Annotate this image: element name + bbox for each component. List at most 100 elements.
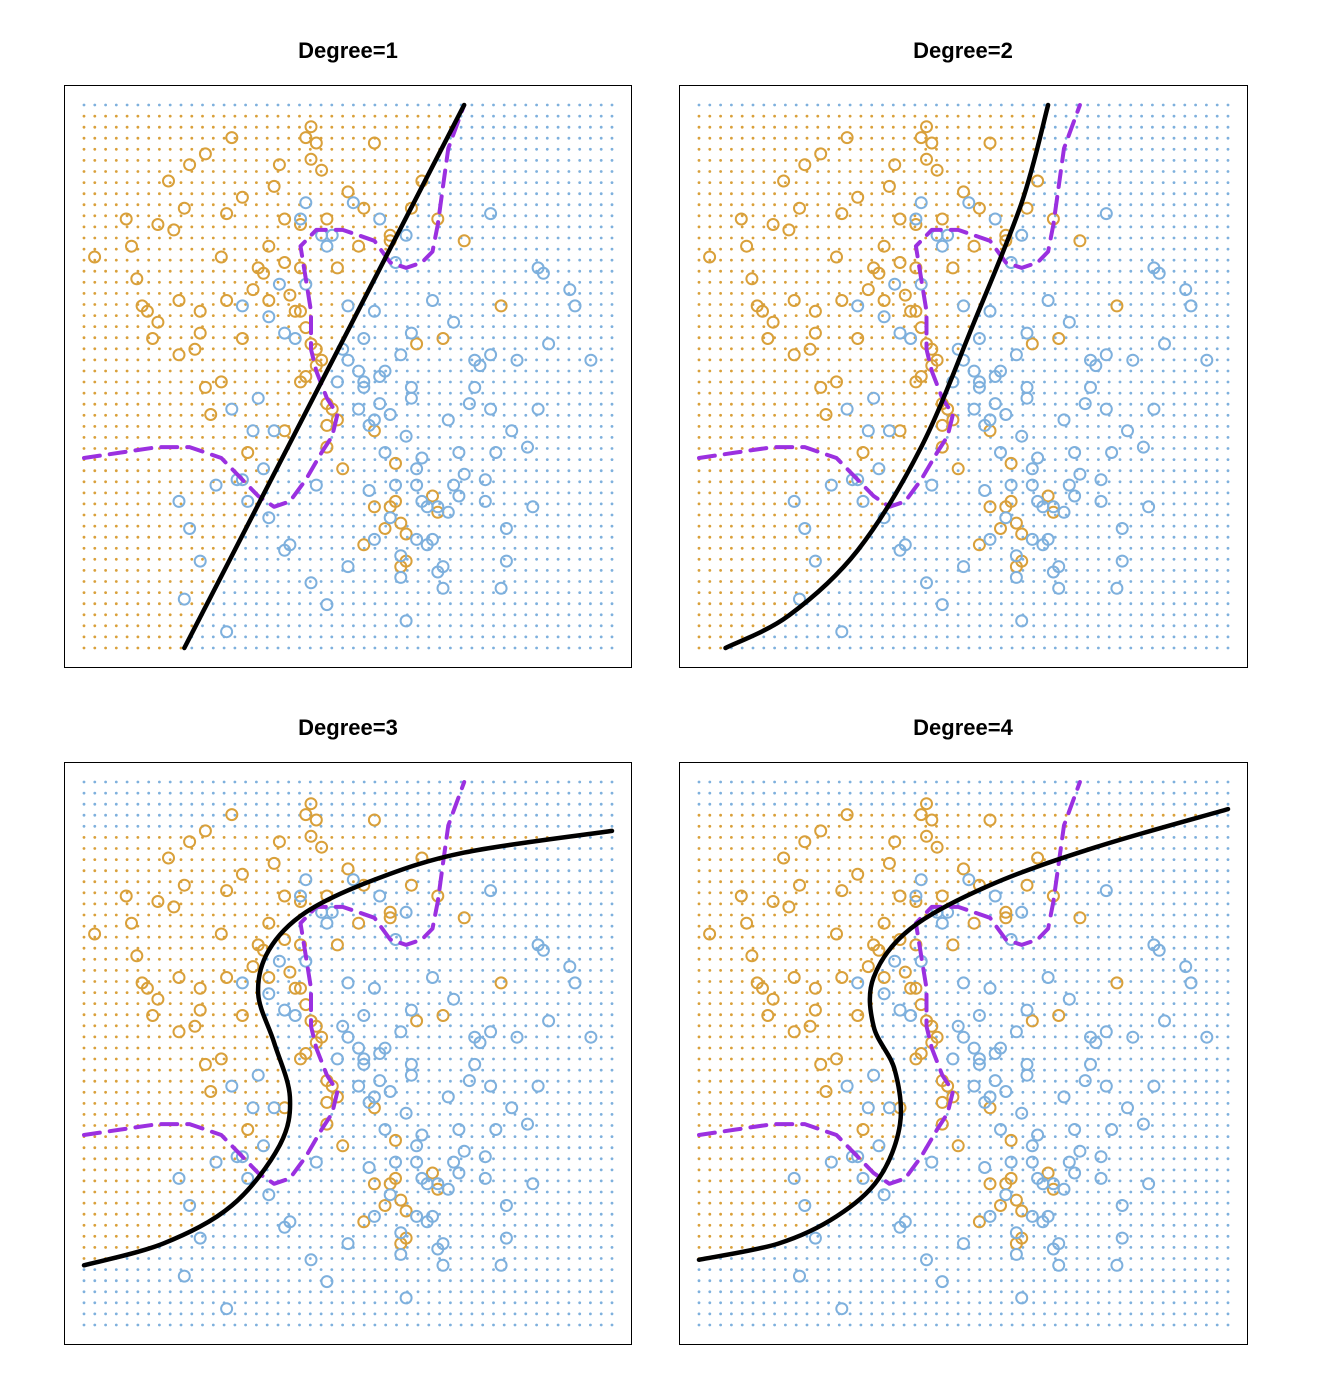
grid-dot [999,125,1003,129]
grid-dot [1151,303,1154,306]
grid-dot [1161,369,1165,373]
grid-dot [816,613,820,617]
grid-dot [1064,214,1068,218]
grid-dot [870,236,874,240]
grid-dot [740,425,744,428]
grid-dot [201,247,204,251]
grid-dot [362,159,366,162]
grid-dot [902,170,906,173]
grid-dot [567,513,571,517]
grid-dot [168,347,172,351]
grid-dot [578,458,582,461]
grid-dot [384,103,388,107]
grid-dot [773,159,776,162]
grid-dot [276,125,280,129]
grid-dot [201,502,204,506]
grid-dot [751,458,755,461]
grid-dot [438,258,441,262]
grid-dot [373,646,377,650]
grid-dot [136,347,140,351]
grid-dot [211,147,215,151]
grid-dot [438,303,441,306]
grid-dot [545,325,549,328]
grid-dot [773,280,776,284]
grid-dot [179,369,183,373]
grid-dot [481,524,485,528]
grid-dot [1075,380,1079,384]
grid-dot [395,136,398,140]
grid-dot [1172,103,1176,107]
grid-dot [319,181,323,184]
grid-dot [740,447,744,450]
grid-dot [535,280,538,284]
grid-dot [147,469,151,473]
grid-dot [1107,192,1111,196]
grid-dot [913,447,917,450]
grid-dot [147,569,151,572]
blue-point [441,413,455,427]
grid-dot [935,336,938,340]
grid-dot [708,236,712,240]
grid-dot [719,546,722,550]
grid-dot [179,402,183,406]
grid-dot [449,402,452,406]
grid-dot [524,557,528,561]
grid-dot [125,181,129,184]
grid-dot [784,413,787,417]
grid-dot [1075,580,1079,583]
grid-dot [935,569,938,572]
grid-dot [599,524,603,528]
grid-dot [93,480,97,484]
grid-dot [556,192,560,196]
grid-dot [535,314,538,317]
grid-dot [762,358,766,362]
grid-dot [827,646,830,650]
grid-dot [740,292,744,295]
grid-dot [244,369,248,373]
grid-dot [1064,247,1068,251]
grid-dot [902,358,906,362]
grid-dot [308,557,312,561]
grid-dot [384,635,388,639]
grid-dot [93,580,97,583]
grid-dot [470,513,474,517]
blue-point [457,467,471,481]
grid-dot [545,613,549,617]
grid-dot [470,425,474,428]
grid-dot [190,413,194,417]
grid-dot [610,557,614,561]
grid-dot [945,480,949,484]
grid-dot [730,635,733,639]
grid-dot [784,103,787,107]
grid-dot [211,491,215,495]
grid-dot [1010,203,1014,207]
blue-point [341,299,355,313]
grid-dot [104,380,107,384]
grid-dot [751,425,755,428]
grid-dot [870,325,874,328]
grid-dot [751,258,755,262]
grid-dot [978,147,982,151]
grid-dot [578,314,582,317]
grid-dot [599,535,603,539]
grid-dot [589,314,592,317]
grid-dot [589,436,592,439]
grid-dot [945,292,949,295]
grid-dot [233,314,237,317]
grid-dot [255,580,258,583]
grid-dot [1140,336,1143,340]
grid-dot [1032,425,1036,428]
grid-dot [697,613,701,617]
grid-dot [719,613,722,617]
grid-dot [1129,613,1133,617]
grid-dot [1161,159,1165,162]
grid-dot [449,591,452,594]
grid-dot [999,170,1003,173]
grid-dot [556,613,560,617]
grid-dot [773,436,776,439]
grid-dot [762,580,766,583]
grid-dot [114,557,118,561]
grid-dot [459,203,463,207]
grid-dot [298,214,301,218]
grid-dot [222,613,226,617]
